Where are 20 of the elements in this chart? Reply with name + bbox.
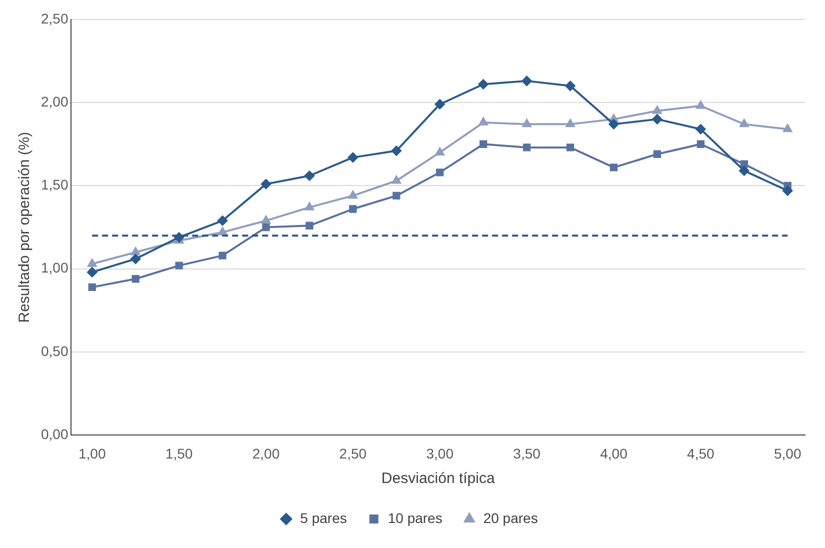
y-tick-label: 0,00 xyxy=(41,426,68,442)
x-tick-label: 3,00 xyxy=(426,445,454,462)
y-tick-label: 2,00 xyxy=(41,93,68,110)
x-tick-label: 1,50 xyxy=(165,445,193,462)
legend-label: 5 pares xyxy=(300,510,347,526)
legend-label: 20 pares xyxy=(483,510,538,526)
legend-label: 10 pares xyxy=(388,510,442,526)
x-tick-label: 1,00 xyxy=(78,445,106,462)
x-tick-label: 2,50 xyxy=(339,445,367,462)
x-tick-label: 4,50 xyxy=(687,445,715,462)
x-axis-title: Desviación típica xyxy=(381,470,496,488)
x-tick-label: 4,00 xyxy=(600,445,628,462)
x-tick-label: 3,50 xyxy=(513,445,541,462)
y-tick-label: 0,50 xyxy=(41,342,68,359)
x-tick-label: 5,00 xyxy=(774,445,802,462)
y-tick-label: 2,50 xyxy=(41,10,68,26)
y-tick-label: 1,00 xyxy=(41,260,68,276)
x-tick-label: 2,00 xyxy=(252,445,280,462)
y-tick-label: 1,50 xyxy=(41,176,68,193)
y-axis-title: Resultado por operación (%) xyxy=(16,132,34,323)
